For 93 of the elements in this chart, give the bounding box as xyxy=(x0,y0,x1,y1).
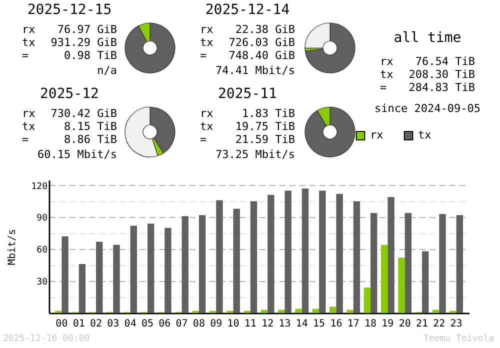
x-tick-label: 11 xyxy=(244,318,256,330)
x-tick-label: 17 xyxy=(347,318,360,330)
text: = 748.40 GiB xyxy=(200,49,295,62)
bar xyxy=(364,287,371,313)
text: tx 726.03 GiB xyxy=(200,36,295,49)
x-tick-label: 14 xyxy=(296,318,308,330)
bar xyxy=(96,242,103,313)
text: = 0.98 TiB xyxy=(22,49,117,62)
x-tick-label: 01 xyxy=(72,318,85,330)
y-tick-label: 120 xyxy=(31,182,48,192)
x-tick-label: 04 xyxy=(124,318,136,330)
x-tick-label: 02 xyxy=(90,318,102,330)
legend-label: tx xyxy=(418,128,432,142)
bar xyxy=(353,201,360,313)
chart-title: 2025-12 xyxy=(38,86,100,102)
donut-slice xyxy=(124,22,176,74)
bar xyxy=(260,310,268,313)
bar xyxy=(380,244,388,313)
text: = 284.83 TiB xyxy=(380,81,475,94)
bar xyxy=(432,310,440,313)
bar xyxy=(233,208,240,313)
y-tick-label: 60 xyxy=(36,246,48,256)
text: tx 931.29 GiB xyxy=(22,36,117,49)
x-tick-label: 15 xyxy=(313,318,326,330)
bar xyxy=(113,244,120,313)
text: rx 76.97 GiB xyxy=(22,23,117,36)
x-tick-label: 13 xyxy=(278,318,291,330)
x-tick-label: 06 xyxy=(158,318,171,330)
bar xyxy=(388,197,394,313)
x-tick-label: 05 xyxy=(141,318,154,330)
y-tick-label: 30 xyxy=(36,278,48,288)
x-tick-label: 22 xyxy=(433,318,446,330)
x-tick-label: 07 xyxy=(176,318,188,330)
bar xyxy=(319,190,326,313)
text: 73.25 Mbit/s xyxy=(216,148,295,161)
text: tx 19.75 TiB xyxy=(200,120,295,133)
bar xyxy=(78,264,86,313)
legend-label: rx xyxy=(370,128,384,142)
bar xyxy=(130,226,138,313)
text: since 2024-09-05 xyxy=(374,102,480,115)
bar xyxy=(284,190,292,313)
bar xyxy=(330,306,336,313)
donut-slice xyxy=(304,22,356,74)
text: 60.15 Mbit/s xyxy=(38,148,117,161)
bar xyxy=(398,258,405,313)
bar xyxy=(164,228,172,313)
x-tick-label: 03 xyxy=(107,318,120,330)
x-tick-label: 10 xyxy=(227,318,240,330)
x-tick-label: 18 xyxy=(364,318,377,330)
bar xyxy=(422,251,429,313)
bar xyxy=(302,188,309,313)
bar xyxy=(216,200,223,313)
text: = 21.59 TiB xyxy=(200,133,295,146)
x-tick-label: 12 xyxy=(262,318,274,330)
x-tick-label: 19 xyxy=(382,318,394,330)
x-tick-label: 16 xyxy=(330,318,342,330)
x-tick-label: 20 xyxy=(398,318,411,330)
text: all time xyxy=(392,30,462,46)
bar xyxy=(439,214,446,313)
x-tick-label: 23 xyxy=(450,318,462,330)
text: 74.41 Mbit/s xyxy=(216,64,295,77)
x-tick-label: 09 xyxy=(210,318,222,330)
bar xyxy=(346,310,354,313)
bar xyxy=(336,194,343,313)
bar xyxy=(295,308,302,313)
text: rx 730.42 GiB xyxy=(22,107,117,120)
bar xyxy=(198,215,206,313)
x-tick-label: 21 xyxy=(416,318,428,330)
donut-slice xyxy=(304,106,356,158)
bar xyxy=(404,212,412,313)
text: tx 8.15 TiB xyxy=(22,120,117,133)
text: rx 1.83 TiB xyxy=(200,107,295,120)
x-tick-label: 08 xyxy=(192,318,205,330)
text: = 8.86 TiB xyxy=(22,133,117,146)
bar xyxy=(250,201,258,313)
y-axis-title: Mbit/s xyxy=(7,228,18,266)
bar xyxy=(147,224,154,313)
text: tx 208.30 TiB xyxy=(380,68,475,81)
bar xyxy=(62,236,68,313)
chart-title: 2025-12-14 xyxy=(204,2,291,18)
bar xyxy=(370,212,378,313)
chart-title: 2025-11 xyxy=(216,86,278,102)
bar xyxy=(268,194,274,313)
bar xyxy=(312,308,320,313)
bar xyxy=(182,216,188,313)
bar xyxy=(456,215,463,313)
text: rx 22.38 GiB xyxy=(200,23,295,36)
y-tick-label: 90 xyxy=(36,214,48,224)
x-tick-label: 00 xyxy=(56,318,68,330)
bar xyxy=(278,310,285,313)
text: n/a xyxy=(97,64,117,77)
text: rx 76.54 TiB xyxy=(380,55,475,68)
chart-title: 2025-12-15 xyxy=(26,2,113,18)
